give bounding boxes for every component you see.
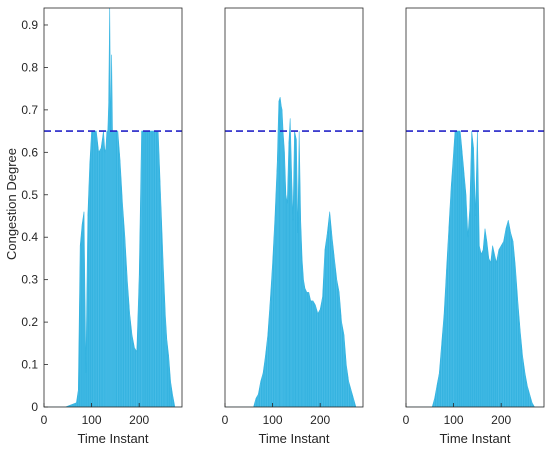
x-tick-label-middle: 100 [263,413,283,427]
x-tick-label-right: 0 [403,413,410,427]
panel-left: 0 100 200 0 0.1 0.2 0.3 0.4 0.5 0.6 0.7 0.8 0.9 Time … [21,7,183,446]
y-tick-label-left: 0.3 [21,273,38,287]
y-tick-label-left: 0.7 [21,103,38,117]
x-axis-label-right: Time Instant [439,431,510,446]
x-tick-label-left: 0 [41,413,48,427]
congestion-area-middle [225,97,363,407]
congestion-area-left [44,8,182,407]
panel-right: 0 100 200 Time Instant [403,7,545,446]
x-tick-label-middle: 200 [310,413,330,427]
x-tick-label-left: 200 [129,413,149,427]
y-tick-label-left: 0.4 [21,230,38,244]
x-axis-label-left: Time Instant [77,431,148,446]
congestion-area-right [406,130,544,407]
y-tick-label-left: 0.5 [21,188,38,202]
y-tick-label-left: 0 [31,400,38,414]
y-tick-label-left: 0.9 [21,18,38,32]
y-tick-label-left: 0.1 [21,358,38,372]
x-tick-label-middle: 0 [222,413,229,427]
x-tick-label-right: 200 [491,413,511,427]
y-tick-label-left: 0.2 [21,315,38,329]
x-axis-label-middle: Time Instant [258,431,329,446]
axes-box-right [405,7,545,408]
axes-box-middle [224,7,364,408]
axes-box-left [43,7,183,408]
y-tick-label-left: 0.8 [21,60,38,74]
bar-texture-left [70,8,175,407]
x-tick-label-left: 100 [82,413,102,427]
bar-texture-right [433,131,533,407]
y-tick-label-left: 0.6 [21,145,38,159]
y-axis-label: Congestion Degree [4,148,19,260]
x-tick-label-right: 100 [444,413,464,427]
bar-texture-middle [255,97,354,407]
panel-middle: 0 100 200 Time Instant [222,7,364,446]
